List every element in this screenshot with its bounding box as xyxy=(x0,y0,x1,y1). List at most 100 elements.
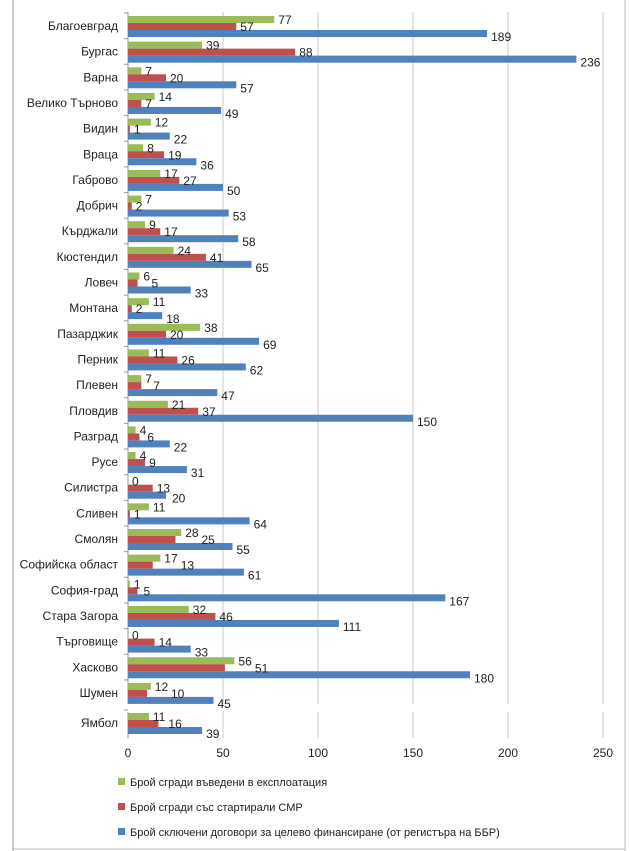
data-label: 17 xyxy=(164,552,178,566)
data-label: 17 xyxy=(164,167,178,181)
legend-label: Брой сгради въведени в експлоатация xyxy=(130,777,327,789)
category-label: Бургас xyxy=(81,45,118,59)
data-label: 236 xyxy=(580,56,600,70)
data-label: 1 xyxy=(134,507,141,521)
bar xyxy=(128,176,180,184)
bar xyxy=(128,689,147,697)
bar xyxy=(128,253,206,261)
data-label: 11 xyxy=(153,346,166,360)
category-label: Враца xyxy=(83,147,118,161)
bar xyxy=(128,30,488,37)
bar xyxy=(128,286,191,294)
category-label: Разград xyxy=(74,429,118,443)
bar xyxy=(128,92,155,100)
data-label: 111 xyxy=(343,620,362,634)
category-label: Перник xyxy=(77,352,118,366)
bar xyxy=(128,529,182,536)
data-label: 8 xyxy=(147,141,154,155)
bar xyxy=(128,382,142,390)
data-label: 22 xyxy=(174,440,188,454)
bar xyxy=(128,503,149,511)
data-label: 12 xyxy=(155,680,169,694)
data-label: 0 xyxy=(132,475,139,489)
bar xyxy=(128,720,159,727)
data-label: 6 xyxy=(143,270,150,284)
data-label: 24 xyxy=(178,244,192,258)
x-tick-label: 200 xyxy=(498,746,518,760)
bar xyxy=(128,323,201,331)
bar xyxy=(128,612,216,620)
bar xyxy=(128,330,166,338)
bar xyxy=(128,246,174,254)
bar xyxy=(128,132,170,140)
bar xyxy=(128,169,161,177)
category-label: Шумен xyxy=(80,686,118,700)
bar xyxy=(128,400,168,408)
bar xyxy=(128,587,138,595)
category-label: Сливен xyxy=(76,506,118,520)
data-label: 22 xyxy=(174,133,188,147)
category-label: Пловдив xyxy=(69,404,118,418)
bar xyxy=(128,298,149,306)
bar xyxy=(128,260,252,268)
category-label: Добрич xyxy=(77,199,118,213)
bar xyxy=(128,81,237,89)
data-label: 57 xyxy=(240,81,254,95)
data-label: 64 xyxy=(254,517,268,531)
bar xyxy=(128,605,189,613)
data-label: 20 xyxy=(172,492,186,506)
data-label: 7 xyxy=(145,97,152,111)
bar xyxy=(128,452,136,460)
category-label: София-град xyxy=(51,583,118,597)
data-label: 53 xyxy=(233,210,247,224)
bar xyxy=(128,158,197,166)
bar xyxy=(128,118,151,126)
data-label: 51 xyxy=(255,661,269,675)
data-label: 31 xyxy=(191,466,205,480)
data-label: 6 xyxy=(147,430,154,444)
data-label: 49 xyxy=(225,107,239,121)
category-label: Стара Загора xyxy=(43,609,119,623)
category-label: Габрово xyxy=(72,173,118,187)
bar xyxy=(128,433,140,441)
data-label: 167 xyxy=(449,594,469,608)
category-label: Софийска област xyxy=(20,558,119,572)
category-label: Благоевград xyxy=(48,19,118,33)
bar xyxy=(128,580,130,588)
bar xyxy=(128,151,165,159)
data-label: 7 xyxy=(145,64,152,78)
data-label: 1 xyxy=(134,577,141,591)
category-label: Кърджали xyxy=(62,224,118,238)
data-label: 9 xyxy=(149,218,156,232)
bar xyxy=(128,536,176,543)
data-label: 25 xyxy=(202,533,216,547)
data-label: 46 xyxy=(219,610,233,624)
bar xyxy=(128,228,161,236)
data-label: 57 xyxy=(240,20,254,34)
bar xyxy=(128,74,166,82)
category-label: Велико Търново xyxy=(27,96,118,110)
data-label: 41 xyxy=(210,251,224,265)
bar xyxy=(128,682,151,690)
data-label: 180 xyxy=(474,671,494,685)
category-label: Монтана xyxy=(69,301,118,315)
bar xyxy=(128,55,577,63)
category-label: Силистра xyxy=(64,481,118,495)
data-label: 20 xyxy=(170,71,184,85)
data-label: 150 xyxy=(417,415,437,429)
data-label: 27 xyxy=(183,174,197,188)
bar xyxy=(128,664,225,672)
data-label: 0 xyxy=(132,629,139,643)
legend-label: Брой сключени договори за целево финанси… xyxy=(130,827,500,839)
category-label: Видин xyxy=(83,122,118,136)
data-label: 4 xyxy=(140,449,147,463)
data-label: 12 xyxy=(155,116,169,130)
legend-marker xyxy=(118,828,125,835)
data-label: 5 xyxy=(152,277,159,291)
bar xyxy=(128,491,166,499)
data-label: 37 xyxy=(202,405,216,419)
data-label: 58 xyxy=(242,235,256,249)
bar xyxy=(128,459,146,467)
bar xyxy=(128,48,296,56)
bar xyxy=(128,727,203,734)
